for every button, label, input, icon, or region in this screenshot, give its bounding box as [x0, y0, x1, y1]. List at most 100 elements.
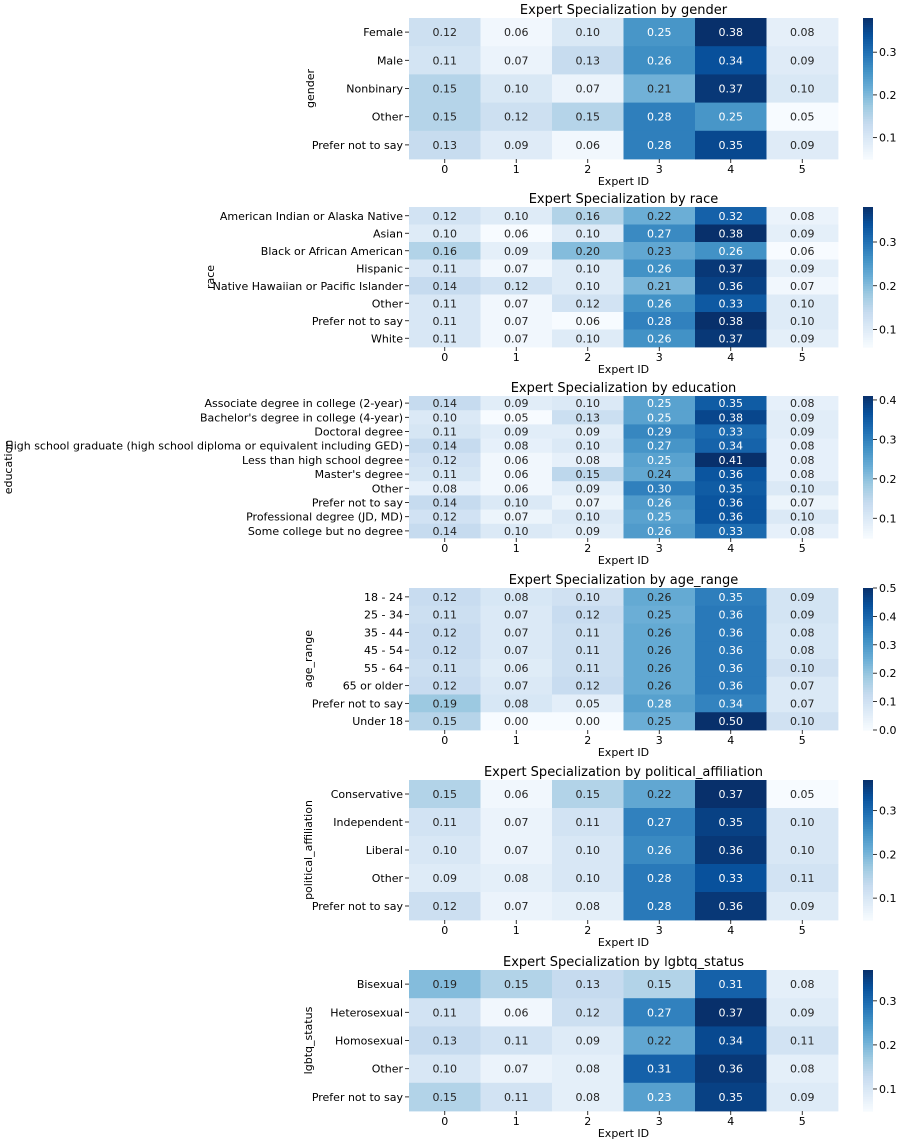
colorbar-tick-label: 0.5 — [879, 582, 897, 595]
heatmap-cell — [623, 410, 696, 425]
colorbar-swatch — [863, 448, 873, 452]
heatmap-cell — [623, 467, 696, 482]
heatmap-cell — [480, 438, 553, 454]
x-axis-label: Expert ID — [598, 936, 649, 949]
cell-value-label: 0.13 — [433, 1035, 458, 1048]
x-tick-label: 3 — [656, 924, 663, 937]
colorbar-tick-label: 0.2 — [879, 1039, 897, 1052]
colorbar-swatch — [863, 507, 873, 511]
colorbar-swatch — [863, 291, 873, 294]
cell-value-label: 0.09 — [790, 54, 815, 67]
cell-value-label: 0.14 — [433, 397, 458, 410]
colorbar-swatch — [863, 114, 873, 118]
cell-value-label: 0.25 — [647, 26, 672, 39]
cell-value-label: 0.32 — [719, 210, 744, 223]
colorbar-swatch — [863, 39, 873, 43]
heatmap-cell — [552, 102, 624, 132]
heatmap-cell — [552, 970, 624, 999]
heatmap-cell — [409, 588, 481, 607]
colorbar-swatch — [863, 502, 873, 506]
colorbar-swatch — [863, 917, 873, 921]
colorbar-swatch — [863, 680, 873, 684]
heatmap-cell — [766, 74, 839, 103]
colorbar-swatch — [863, 972, 873, 976]
heatmap-cell — [695, 467, 767, 482]
colorbar-swatch — [863, 708, 873, 712]
x-tick-label: 4 — [727, 734, 734, 747]
y-tick-label: Professional degree (JD, MD) — [246, 511, 403, 524]
colorbar-swatch — [863, 314, 873, 318]
heatmap-cell — [409, 224, 481, 243]
cell-value-label: 0.36 — [719, 680, 744, 693]
colorbar-swatch — [863, 1068, 873, 1072]
heatmap-cell — [409, 438, 481, 454]
x-tick-label: 1 — [513, 163, 520, 176]
cell-value-label: 0.12 — [433, 680, 458, 693]
heatmap-cell — [766, 46, 839, 75]
cell-value-label: 0.10 — [433, 844, 458, 857]
heatmap-cell — [623, 438, 696, 454]
heatmap-cell — [552, 259, 624, 278]
cell-value-label: 0.10 — [433, 411, 458, 424]
cell-value-label: 0.25 — [647, 454, 672, 467]
colorbar-swatch — [863, 493, 873, 496]
heatmap-cell — [623, 605, 696, 624]
heatmap-cell — [766, 452, 839, 468]
cell-value-label: 0.37 — [719, 788, 744, 801]
colorbar-swatch — [863, 1108, 873, 1112]
chart-title: Expert Specialization by race — [529, 192, 719, 207]
cell-value-label: 0.08 — [790, 468, 815, 481]
colorbar-swatch — [863, 293, 873, 297]
colorbar-swatch — [863, 412, 873, 416]
colorbar-tick-label: 0.2 — [879, 473, 897, 486]
chart-title: Expert Specialization by age_range — [509, 573, 739, 588]
colorbar-swatch — [863, 300, 873, 304]
colorbar-swatch — [863, 836, 873, 839]
colorbar-swatch — [863, 431, 873, 435]
colorbar-swatch — [863, 57, 873, 61]
heatmap-cell — [480, 1026, 553, 1055]
colorbar-swatch — [863, 429, 873, 433]
heatmap-cell — [409, 18, 481, 47]
colorbar-swatch — [863, 1019, 873, 1023]
x-tick-label: 2 — [584, 163, 591, 176]
x-tick-label: 0 — [441, 734, 448, 747]
colorbar-swatch — [863, 36, 873, 40]
heatmap-cell — [695, 1082, 767, 1112]
colorbar-tick-label: 0.3 — [879, 639, 897, 652]
heatmap-cell — [480, 712, 553, 731]
colorbar-swatch — [863, 590, 873, 594]
colorbar-swatch — [863, 335, 873, 339]
colorbar-swatch — [863, 915, 873, 919]
colorbar-swatch — [863, 651, 873, 655]
colorbar-swatch — [863, 405, 873, 409]
heatmap-cell — [409, 641, 481, 660]
cell-value-label: 0.10 — [504, 525, 529, 538]
colorbar-swatch — [863, 326, 873, 329]
colorbar-swatch — [863, 288, 873, 292]
colorbar-swatch — [863, 239, 873, 243]
cell-value-label: 0.14 — [433, 280, 458, 293]
colorbar-swatch — [863, 1075, 873, 1079]
cell-value-label: 0.09 — [576, 525, 601, 538]
heatmap-cell — [623, 641, 696, 660]
cell-value-label: 0.20 — [576, 245, 601, 258]
cell-value-label: 0.10 — [790, 715, 815, 728]
cell-value-label: 0.10 — [790, 297, 815, 310]
colorbar-swatch — [863, 908, 873, 912]
heatmap-cell — [766, 102, 839, 132]
colorbar-swatch — [863, 988, 873, 992]
x-tick-label: 3 — [656, 734, 663, 747]
cell-value-label: 0.25 — [647, 609, 672, 622]
cell-value-label: 0.14 — [433, 525, 458, 538]
heatmap-cell — [409, 312, 481, 330]
colorbar-swatch — [863, 528, 873, 532]
colorbar-tick-label: 0.1 — [879, 696, 897, 709]
heatmap-cell — [695, 130, 767, 160]
cell-value-label: 0.08 — [790, 525, 815, 538]
colorbar-swatch — [863, 535, 873, 539]
heatmap-cell — [480, 424, 553, 439]
cell-value-label: 0.08 — [576, 1063, 601, 1076]
colorbar-swatch — [863, 993, 873, 997]
cell-value-label: 0.27 — [647, 227, 672, 240]
